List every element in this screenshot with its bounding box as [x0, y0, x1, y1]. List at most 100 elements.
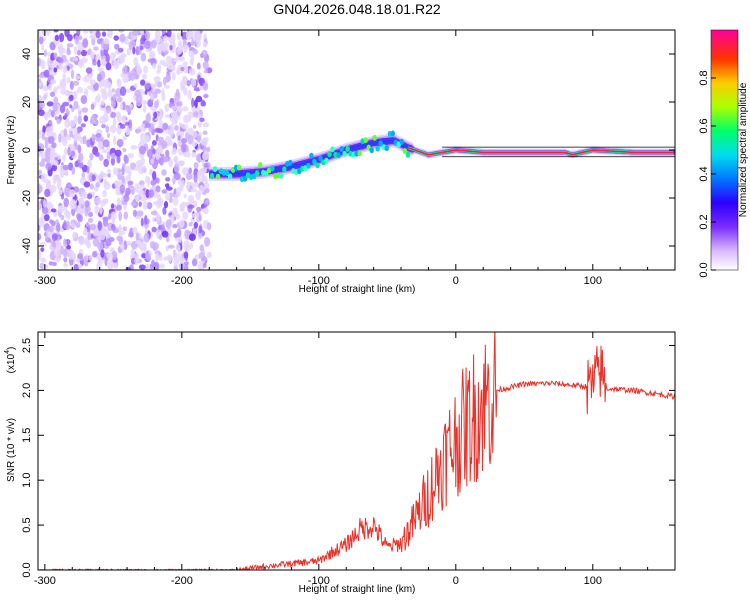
noise-blob — [117, 173, 123, 181]
trace-blob — [384, 145, 389, 152]
noise-blob — [138, 264, 146, 270]
noise-blob — [201, 49, 208, 57]
noise-blob — [195, 32, 202, 42]
noise-blob — [152, 148, 156, 155]
trace-blob — [378, 140, 383, 147]
noise-blob — [188, 50, 194, 58]
noise-blob — [165, 219, 172, 229]
noise-blob — [78, 236, 85, 246]
noise-blob — [38, 36, 44, 45]
noise-blob — [38, 184, 43, 194]
noise-blob — [63, 257, 68, 263]
noise-blob — [190, 41, 197, 46]
noise-blob — [171, 147, 177, 155]
noise-blob — [53, 177, 57, 185]
noise-blob — [74, 160, 79, 168]
noise-blob — [50, 42, 56, 51]
noise-blob — [76, 30, 81, 37]
noise-blob — [83, 227, 88, 236]
noise-blob — [45, 30, 51, 36]
noise-blob — [165, 149, 170, 157]
noise-blob — [193, 221, 198, 229]
spectrogram-y-label: Frequency (Hz) — [6, 116, 17, 185]
noise-blob — [193, 200, 198, 208]
noise-blob — [115, 184, 119, 190]
noise-blob — [130, 201, 137, 206]
noise-blob — [101, 199, 109, 204]
noise-blob — [150, 179, 157, 186]
noise-blob — [183, 251, 189, 259]
noise-blob — [206, 251, 212, 259]
noise-blob — [99, 171, 105, 180]
noise-blob — [44, 92, 49, 98]
noise-blob — [56, 180, 62, 190]
noise-blob — [145, 252, 151, 260]
noise-blob — [155, 213, 161, 223]
trace-blob — [375, 145, 380, 152]
noise-blob — [110, 100, 116, 108]
noise-blob — [188, 222, 193, 227]
noise-blob — [153, 191, 159, 199]
noise-blob — [92, 251, 98, 258]
spec-x-tick-label: -100 — [308, 275, 330, 287]
colorbar-tick-label: 0.0 — [698, 262, 710, 277]
noise-blob — [159, 156, 164, 166]
noise-blob — [40, 151, 46, 159]
noise-blob — [38, 130, 41, 140]
noise-blob — [182, 61, 188, 68]
noise-blob — [204, 178, 208, 184]
noise-blob — [155, 252, 159, 262]
noise-blob — [53, 247, 61, 258]
noise-blob — [66, 117, 70, 128]
noise-blob — [67, 214, 71, 220]
noise-blob — [63, 248, 68, 259]
noise-blob — [70, 69, 75, 79]
noise-blob — [41, 30, 47, 34]
noise-blob — [94, 204, 99, 215]
noise-blob — [191, 141, 197, 147]
noise-blob — [92, 237, 100, 247]
noise-blob — [113, 52, 116, 59]
noise-blob — [105, 125, 110, 134]
snr-x-tick-label: 100 — [584, 575, 602, 587]
noise-blob — [53, 52, 58, 60]
trace-blob — [357, 150, 362, 157]
noise-blob — [82, 30, 89, 34]
noise-blob — [181, 201, 187, 208]
noise-blob — [144, 215, 148, 225]
noise-blob — [88, 211, 93, 217]
noise-blob — [101, 91, 108, 101]
noise-blob — [105, 62, 112, 71]
noise-blob — [120, 73, 124, 78]
noise-blob — [102, 139, 110, 148]
colorbar-tick-label: 0.4 — [698, 166, 710, 181]
colorbar-ticks: 0.0 0.2 0.4 0.6 0.8 — [698, 70, 716, 278]
trace-blob — [318, 155, 323, 162]
noise-blob — [195, 190, 202, 201]
noise-blob — [76, 212, 82, 221]
noise-blob — [146, 148, 153, 158]
noise-blob — [61, 81, 67, 91]
noise-blob — [171, 105, 179, 111]
noise-blob — [146, 177, 150, 187]
noise-blob — [173, 155, 179, 165]
noise-blob — [86, 193, 93, 200]
noise-blob — [159, 263, 165, 269]
noise-blob — [149, 168, 154, 176]
noise-blob — [186, 80, 191, 87]
trace-blob — [212, 166, 218, 173]
noise-blob — [171, 32, 176, 43]
noise-blob — [162, 62, 169, 67]
noise-blob — [91, 174, 96, 182]
noise-blob — [105, 238, 112, 247]
noise-blob — [38, 95, 42, 100]
noise-blob — [157, 193, 161, 202]
trace-blob — [405, 151, 411, 158]
noise-blob — [152, 170, 157, 181]
noise-blob — [203, 93, 209, 99]
noise-blob — [106, 106, 111, 114]
noise-blob — [38, 152, 41, 158]
noise-blob — [182, 167, 189, 176]
noise-blob — [152, 216, 156, 223]
noise-blob — [114, 149, 122, 157]
